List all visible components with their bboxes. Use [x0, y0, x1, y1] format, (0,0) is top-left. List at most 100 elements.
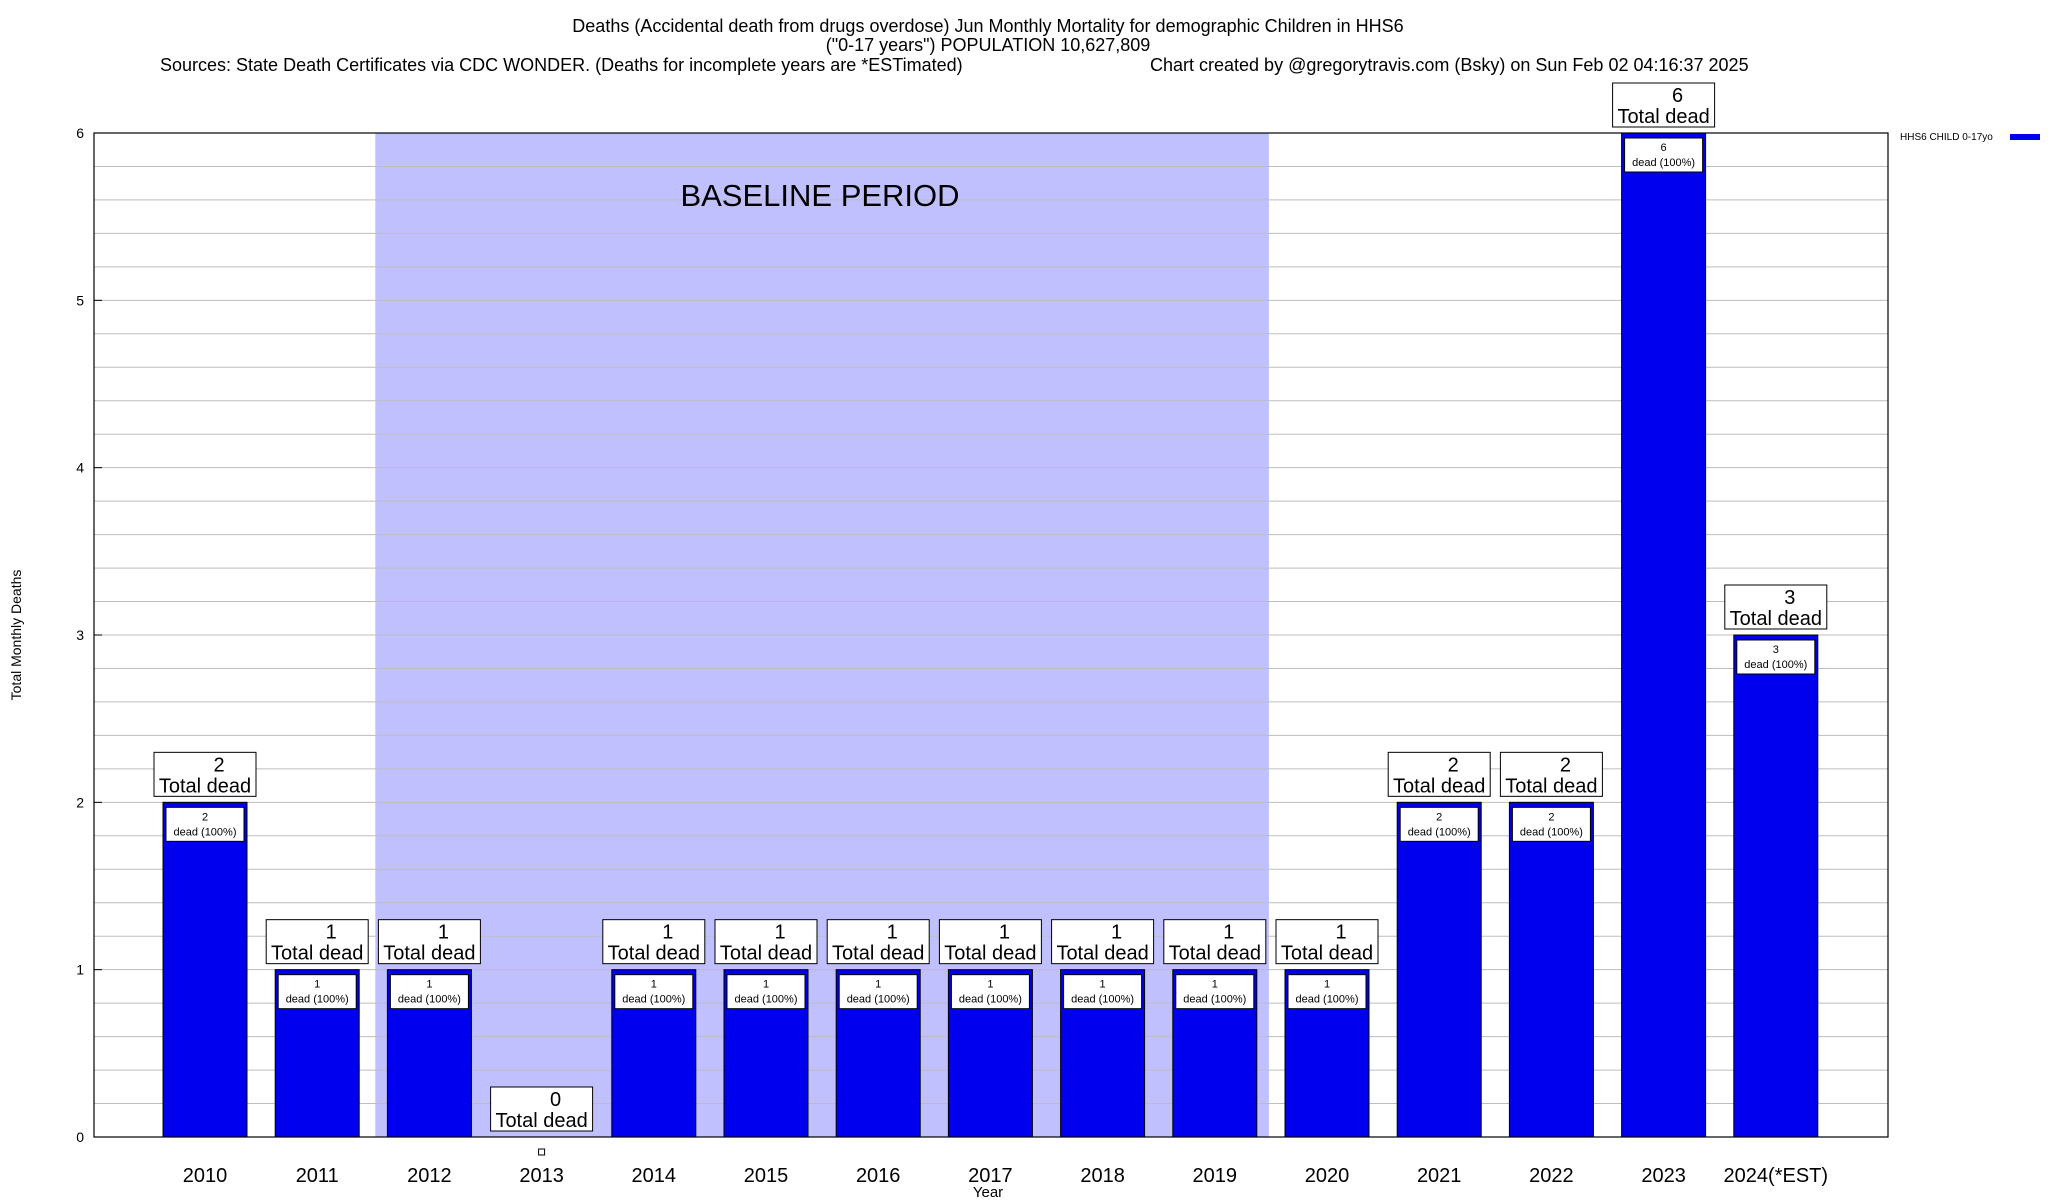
bar-total-label-text: Total dead — [495, 1110, 587, 1132]
x-tick-label: 2021 — [1417, 1165, 1462, 1187]
bar-inner-label-box — [614, 974, 694, 1010]
bar-inner-label-box — [1511, 806, 1591, 842]
bar-inner-label-text: dead (100%) — [959, 994, 1022, 1006]
x-tick-label: 2017 — [968, 1165, 1013, 1187]
bar-total-label-count: 1 — [1111, 922, 1122, 944]
bar-total-label-count: 3 — [1784, 587, 1795, 609]
bar-total-label-count: 1 — [326, 922, 337, 944]
bar-inner-label-text: dead (100%) — [398, 994, 461, 1006]
bar-inner-label-text: dead (100%) — [174, 826, 237, 838]
bar-inner-label-box — [950, 974, 1030, 1010]
bar-total-label-text: Total dead — [383, 943, 475, 965]
bar-total-label-text: Total dead — [944, 943, 1036, 965]
bar-inner-label-text: dead (100%) — [1520, 826, 1583, 838]
bar-total-label-box — [1499, 751, 1603, 797]
bar-inner-label-count: 3 — [1773, 644, 1779, 656]
bar-total-label-count: 1 — [1223, 922, 1234, 944]
bar-inner-label-box — [1287, 974, 1367, 1010]
bar-total-label-count: 0 — [550, 1089, 561, 1111]
x-tick-label: 2012 — [407, 1165, 452, 1187]
x-tick-label: 2024(*EST) — [1724, 1165, 1829, 1187]
chart-credit: Chart created by @gregorytravis.com (Bsk… — [1150, 55, 1749, 75]
bar-total-label-box — [1275, 919, 1379, 965]
bar-total-label-box — [938, 919, 1042, 965]
x-tick-label: 2015 — [744, 1165, 789, 1187]
bar-inner-label-count: 1 — [1100, 979, 1106, 991]
y-tick-label: 6 — [76, 125, 84, 141]
bar-inner-label-box — [838, 974, 918, 1010]
bar-total-label-count: 2 — [1448, 754, 1459, 776]
bar-inner-label-text: dead (100%) — [847, 994, 910, 1006]
bar — [162, 801, 248, 1138]
y-tick-label: 3 — [76, 627, 84, 643]
y-tick-label: 0 — [76, 1129, 84, 1145]
y-tick-label: 1 — [76, 962, 84, 978]
bar-inner-label-box — [1624, 137, 1704, 173]
bar-total-label-text: Total dead — [1281, 943, 1373, 965]
bar-inner-label-box — [1736, 639, 1816, 675]
bar-inner-label-text: dead (100%) — [1408, 826, 1471, 838]
bar-total-label-box — [1163, 919, 1267, 965]
bar-inner-label-box — [1399, 806, 1479, 842]
x-tick-label: 2023 — [1641, 1165, 1686, 1187]
bar-inner-label-box — [165, 806, 245, 842]
bar-inner-label-count: 1 — [1324, 979, 1330, 991]
chart-title-line-2: ("0-17 years") POPULATION 10,627,809 — [826, 35, 1151, 55]
bar-total-label-box — [1612, 82, 1716, 128]
bar-inner-label-text: dead (100%) — [1071, 994, 1134, 1006]
bar-total-label-box — [1387, 751, 1491, 797]
bar-inner-label-text: dead (100%) — [622, 994, 685, 1006]
bar-inner-label-text: dead (100%) — [1632, 157, 1695, 169]
x-tick-label: 2011 — [296, 1165, 339, 1187]
x-tick-label: 2019 — [1193, 1165, 1238, 1187]
bar-inner-label-count: 1 — [651, 979, 657, 991]
bar-total-label-text: Total dead — [1393, 775, 1485, 797]
y-tick-label: 2 — [76, 794, 84, 810]
bar — [1396, 801, 1482, 1138]
bar-inner-label-count: 6 — [1661, 142, 1667, 154]
bar-inner-label-count: 1 — [314, 979, 320, 991]
bar-total-label-count: 1 — [999, 922, 1010, 944]
bar-inner-label-count: 1 — [426, 979, 432, 991]
bar-inner-label-count: 1 — [875, 979, 881, 991]
bar-total-label-count: 1 — [438, 922, 449, 944]
bar-total-label-box — [377, 919, 481, 965]
bar-total-label-text: Total dead — [608, 943, 700, 965]
bar — [1621, 132, 1707, 1138]
bar-inner-label-box — [1063, 974, 1143, 1010]
chart-title-line-1: Deaths (Accidental death from drugs over… — [572, 16, 1403, 36]
bar-total-label-count: 2 — [1560, 754, 1571, 776]
bar-total-label-box — [1051, 919, 1155, 965]
bar-total-label-text: Total dead — [1169, 943, 1261, 965]
bar-total-label-text: Total dead — [1617, 106, 1709, 128]
bar-inner-label-count: 1 — [1212, 979, 1218, 991]
bar-total-label-count: 1 — [774, 922, 785, 944]
bar — [1733, 634, 1819, 1138]
x-tick-label: 2013 — [519, 1165, 564, 1187]
bar-total-label-box — [265, 919, 369, 965]
bar-inner-label-count: 1 — [987, 979, 993, 991]
bar-inner-label-text: dead (100%) — [1296, 994, 1359, 1006]
bar-inner-label-text: dead (100%) — [286, 994, 349, 1006]
bar-total-label-text: Total dead — [159, 775, 251, 797]
bar-total-label-box — [490, 1086, 594, 1132]
bar-total-label-text: Total dead — [720, 943, 812, 965]
x-axis-label: Year — [973, 1184, 1003, 1200]
legend: HHS6 CHILD 0-17yo — [1900, 132, 2040, 143]
bar-total-label-text: Total dead — [1730, 608, 1822, 630]
bar-inner-label-text: dead (100%) — [735, 994, 798, 1006]
y-tick-label: 5 — [76, 292, 84, 308]
bar-inner-label-text: dead (100%) — [1183, 994, 1246, 1006]
x-tick-label: 2016 — [856, 1165, 901, 1187]
bar-total-label-box — [602, 919, 706, 965]
x-tick-label: 2022 — [1529, 1165, 1574, 1187]
x-tick-label: 2010 — [183, 1165, 228, 1187]
bar-inner-label-text: dead (100%) — [1744, 659, 1807, 671]
bar-inner-label-count: 2 — [1548, 811, 1554, 823]
bar-total-label-count: 1 — [662, 922, 673, 944]
y-axis-label: Total Monthly Deaths — [8, 570, 24, 701]
baseline-period-label: BASELINE PERIOD — [680, 178, 959, 213]
x-tick-label: 2020 — [1305, 1165, 1350, 1187]
bar-total-label-box — [714, 919, 818, 965]
